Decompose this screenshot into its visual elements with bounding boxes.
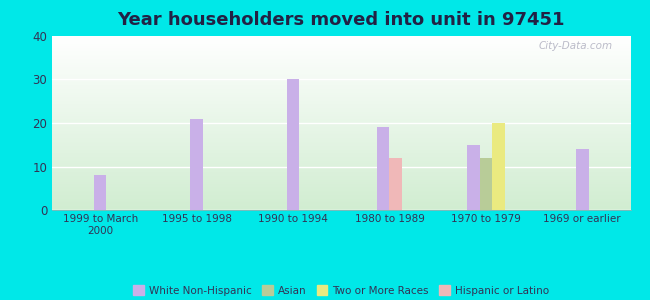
Title: Year householders moved into unit in 97451: Year householders moved into unit in 974… (118, 11, 565, 29)
Legend: White Non-Hispanic, Asian, Two or More Races, Hispanic or Latino: White Non-Hispanic, Asian, Two or More R… (129, 281, 553, 300)
Bar (94, 175, 107, 210)
Text: City-Data.com: City-Data.com (539, 41, 613, 51)
Bar (190, 118, 203, 210)
Bar (480, 158, 492, 210)
Bar (492, 123, 504, 210)
Bar (287, 80, 299, 210)
Bar (576, 149, 588, 210)
Bar (389, 158, 402, 210)
Bar (377, 127, 389, 210)
Bar (467, 145, 480, 210)
